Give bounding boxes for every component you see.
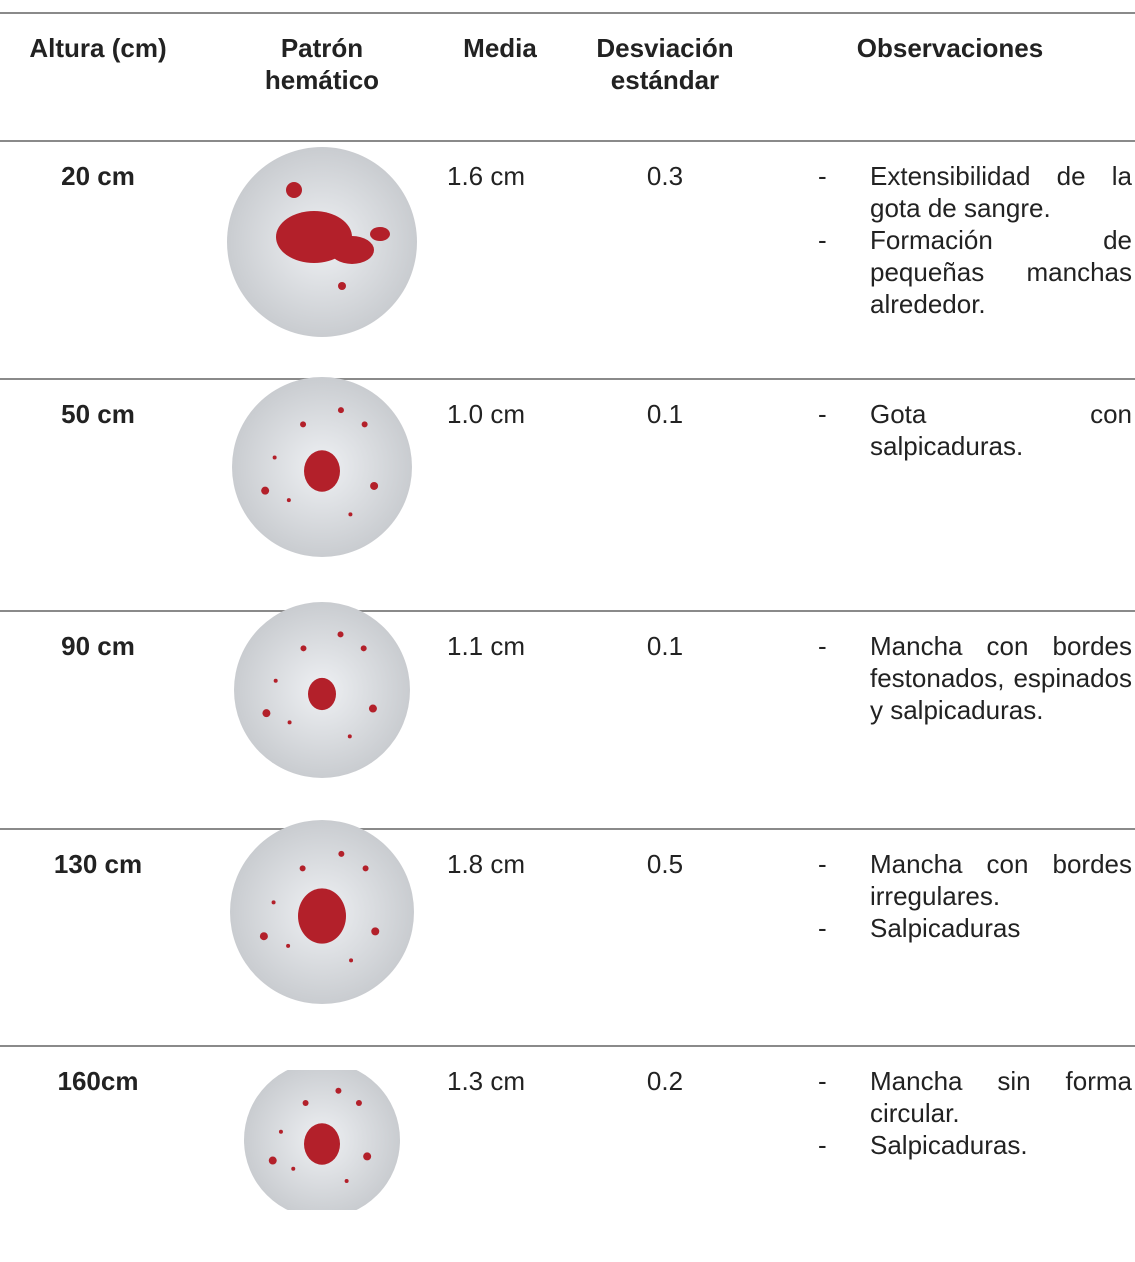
header-cell: Desviación estándar <box>570 32 760 96</box>
media-cell: 1.0 cm <box>447 398 525 430</box>
page: Altura (cm) Patrón hemático Media Desviació… <box>0 0 1135 1262</box>
media-cell: 1.6 cm <box>447 160 525 192</box>
stain-photo <box>230 820 414 1004</box>
obs-dash: - <box>818 1129 838 1161</box>
obs-dash: - <box>818 848 838 880</box>
observation: Formación de pequeñas manchas alrededor. <box>870 224 1132 320</box>
desviacion-cell: 0.5 <box>570 848 760 880</box>
table-rule <box>0 378 1135 380</box>
table-rule <box>0 828 1135 830</box>
observation: Salpicaduras. <box>870 1129 1132 1161</box>
stain-photo <box>227 147 417 337</box>
observation: Gota con salpicaduras. <box>870 398 1132 462</box>
media-cell: 1.3 cm <box>447 1065 525 1097</box>
media-cell: 1.1 cm <box>447 630 525 662</box>
desviacion-cell: 0.1 <box>570 630 760 662</box>
altura-cell: 50 cm <box>0 398 196 430</box>
obs-dash: - <box>818 1065 838 1097</box>
desviacion-cell: 0.1 <box>570 398 760 430</box>
header-cell: Altura (cm) <box>0 32 196 64</box>
altura-cell: 160cm <box>0 1065 196 1097</box>
observation: Mancha con bordes festonados, espinados … <box>870 630 1132 726</box>
altura-cell: 20 cm <box>0 160 196 192</box>
obs-dash: - <box>818 398 838 430</box>
altura-cell: 90 cm <box>0 630 196 662</box>
obs-dash: - <box>818 912 838 944</box>
header-cell: Patrón hemático <box>232 32 412 96</box>
desviacion-cell: 0.2 <box>570 1065 760 1097</box>
media-cell: 1.8 cm <box>447 848 525 880</box>
table-rule <box>0 1045 1135 1047</box>
altura-cell: 130 cm <box>0 848 196 880</box>
header-cell: Media <box>440 32 560 64</box>
table-rule <box>0 140 1135 142</box>
desviacion-cell: 0.3 <box>570 160 760 192</box>
table-rule <box>0 610 1135 612</box>
obs-dash: - <box>818 630 838 662</box>
header-cell: Observaciones <box>800 32 1100 64</box>
observation: Salpicaduras <box>870 912 1132 944</box>
observation: Extensibilidad de la gota de sangre. <box>870 160 1132 224</box>
obs-dash: - <box>818 160 838 192</box>
stain-photo <box>234 602 410 778</box>
observation: Mancha con bordes irregulares. <box>870 848 1132 912</box>
observation: Mancha sin forma circular. <box>870 1065 1132 1129</box>
stain-photo <box>244 1062 400 1218</box>
stain-photo <box>232 377 412 557</box>
obs-dash: - <box>818 224 838 256</box>
table-rule <box>0 12 1135 14</box>
